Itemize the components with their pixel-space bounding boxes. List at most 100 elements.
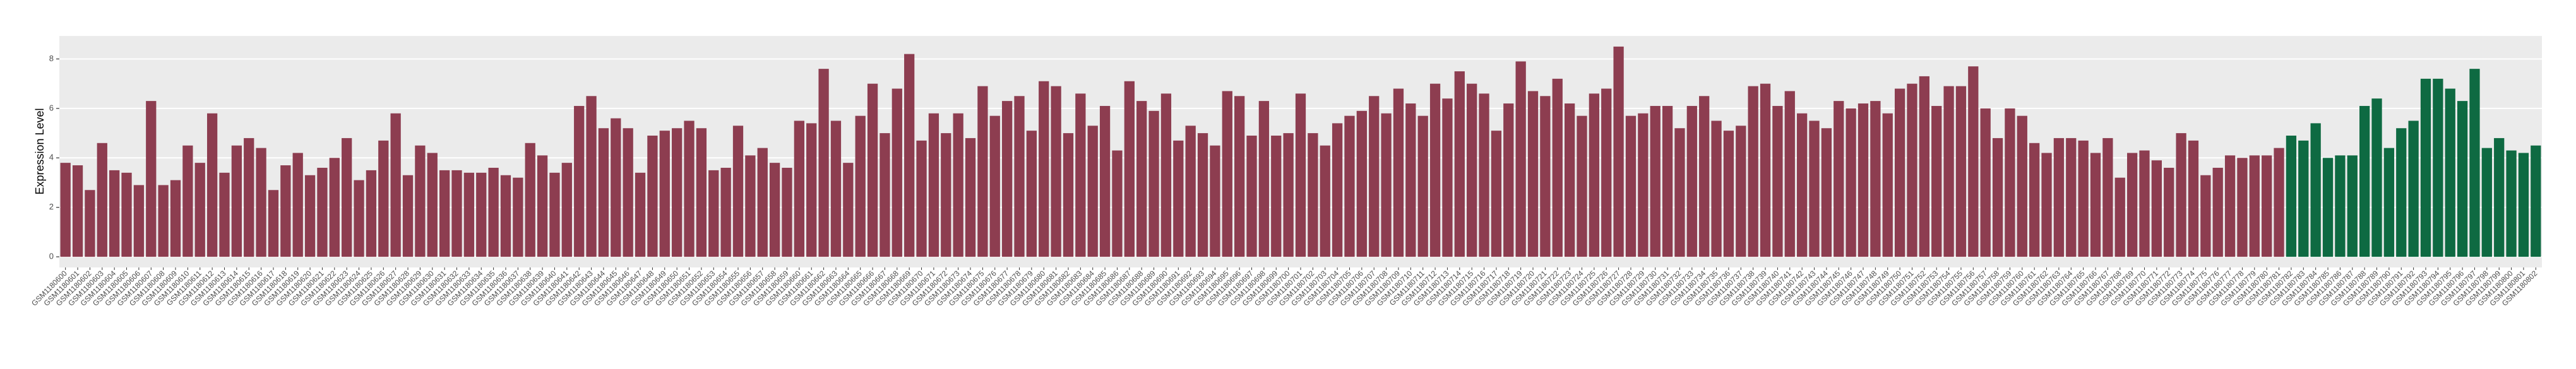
bar	[953, 113, 963, 257]
bar	[415, 145, 426, 257]
bar	[1931, 105, 1942, 257]
bar	[843, 163, 854, 257]
bar	[2188, 140, 2199, 257]
bar	[2481, 148, 2492, 257]
bar	[1136, 101, 1147, 257]
bar	[1405, 103, 1416, 257]
bar	[1503, 103, 1514, 257]
bar	[2469, 69, 2480, 257]
bar	[2249, 155, 2260, 257]
bar	[2359, 105, 2370, 257]
bar	[561, 163, 572, 257]
bar	[2200, 175, 2211, 257]
bar	[390, 113, 401, 257]
bar	[1185, 126, 1196, 257]
bar	[427, 153, 438, 257]
bar	[292, 153, 303, 257]
bar	[1662, 105, 1673, 257]
y-tick-label: 8	[49, 54, 54, 63]
bar	[2286, 136, 2297, 257]
bar	[1613, 46, 1624, 257]
bar	[611, 118, 621, 257]
bar	[2114, 177, 2125, 257]
bar	[2433, 78, 2443, 257]
bar	[1894, 88, 1905, 257]
bar	[488, 167, 499, 257]
bar	[1075, 93, 1086, 257]
bar	[2274, 148, 2284, 257]
bar	[133, 185, 145, 257]
bar	[732, 126, 744, 257]
bar	[2298, 140, 2309, 257]
bar	[182, 145, 193, 257]
bar	[439, 170, 450, 257]
bar	[72, 165, 83, 257]
bar	[574, 105, 585, 257]
bar	[1479, 93, 1489, 257]
bar	[1577, 115, 1587, 257]
bar	[880, 133, 890, 257]
bar	[965, 138, 976, 257]
bar	[1087, 126, 1098, 257]
bar	[1589, 93, 1600, 257]
bar	[1638, 113, 1649, 257]
bar	[1650, 105, 1661, 257]
bar	[2212, 167, 2223, 257]
bar	[500, 175, 511, 257]
bar	[1222, 91, 1232, 257]
bar	[60, 163, 71, 257]
bar	[2078, 140, 2089, 257]
bar	[2322, 158, 2334, 257]
bar	[916, 140, 927, 257]
bar	[1014, 96, 1025, 257]
bar	[1429, 83, 1441, 257]
bar	[2518, 153, 2529, 257]
bar	[2445, 88, 2455, 257]
bar	[1527, 91, 1539, 257]
bar	[769, 163, 780, 257]
bar	[378, 140, 389, 257]
bar	[1711, 120, 1722, 257]
bar	[1955, 86, 1967, 257]
bar	[1491, 131, 1502, 257]
bar	[1723, 131, 1734, 257]
bar	[672, 128, 683, 257]
bar	[2017, 115, 2027, 257]
bar	[2164, 167, 2174, 257]
bar	[1112, 150, 1123, 257]
bar	[830, 120, 842, 257]
bar	[623, 128, 633, 257]
bar	[2066, 138, 2077, 257]
bar	[329, 158, 340, 257]
bar	[1039, 81, 1049, 257]
bar	[1821, 128, 1832, 257]
bar	[1026, 131, 1037, 257]
bar	[635, 172, 646, 257]
bar	[647, 136, 658, 257]
bar	[1381, 113, 1392, 257]
bar	[720, 167, 731, 257]
bar	[2506, 150, 2517, 257]
bar	[2262, 155, 2272, 257]
bar	[1063, 133, 1074, 257]
bar	[1124, 81, 1135, 257]
bar	[1258, 101, 1270, 257]
y-tick-label: 2	[49, 202, 54, 211]
bar	[659, 131, 670, 257]
bar	[366, 170, 377, 257]
bar	[855, 115, 866, 257]
bar	[342, 138, 352, 257]
bar	[2420, 78, 2431, 257]
bar	[1834, 101, 1844, 257]
bar	[1197, 133, 1208, 257]
bar	[1564, 103, 1575, 257]
bar	[2151, 160, 2162, 257]
bar	[451, 170, 462, 257]
bar	[1552, 78, 1563, 257]
bar	[1784, 91, 1795, 257]
bar	[146, 101, 157, 257]
bar	[463, 172, 475, 257]
bar	[2224, 155, 2236, 257]
y-tick-label: 0	[49, 252, 54, 261]
